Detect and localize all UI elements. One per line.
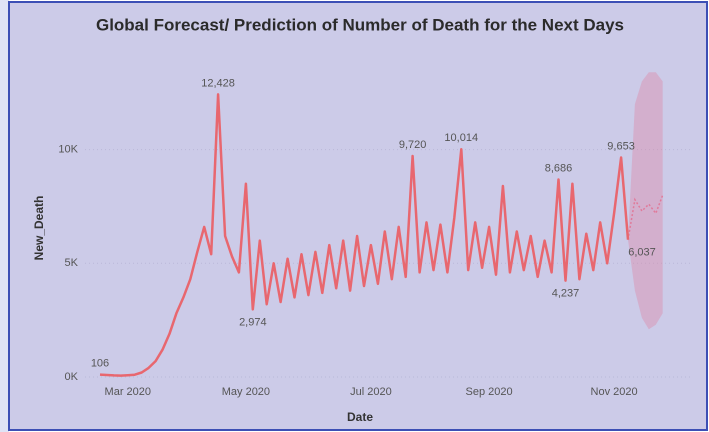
series-line	[99, 93, 630, 377]
data-label: 8,686	[545, 162, 573, 174]
plot-area	[99, 72, 664, 377]
forecast-band	[628, 72, 663, 330]
data-label: 9,720	[399, 139, 427, 151]
x-tick-label: Sep 2020	[465, 386, 512, 398]
chart-title: Global Forecast/ Prediction of Number of…	[96, 15, 624, 34]
data-label: 6,037	[628, 247, 656, 259]
data-label: 12,428	[201, 77, 235, 89]
y-axis-title: New_Death	[32, 196, 46, 261]
data-label: 2,974	[239, 316, 267, 328]
data-label: 4,237	[552, 288, 580, 300]
panel	[8, 1, 708, 431]
left-edge	[0, 0, 9, 432]
x-tick-label: Jul 2020	[350, 386, 392, 398]
y-tick-label: 10K	[58, 143, 78, 155]
data-label: 9,653	[607, 140, 635, 152]
forecast-line	[627, 194, 664, 240]
data-label: 106	[91, 357, 109, 369]
x-tick-label: Mar 2020	[105, 386, 151, 398]
x-axis-title: Date	[347, 410, 373, 424]
x-tick-label: May 2020	[222, 386, 270, 398]
y-tick-label: 5K	[65, 257, 79, 269]
x-tick-label: Nov 2020	[591, 386, 638, 398]
data-label: 10,014	[444, 132, 478, 144]
y-tick-label: 0K	[65, 371, 79, 383]
